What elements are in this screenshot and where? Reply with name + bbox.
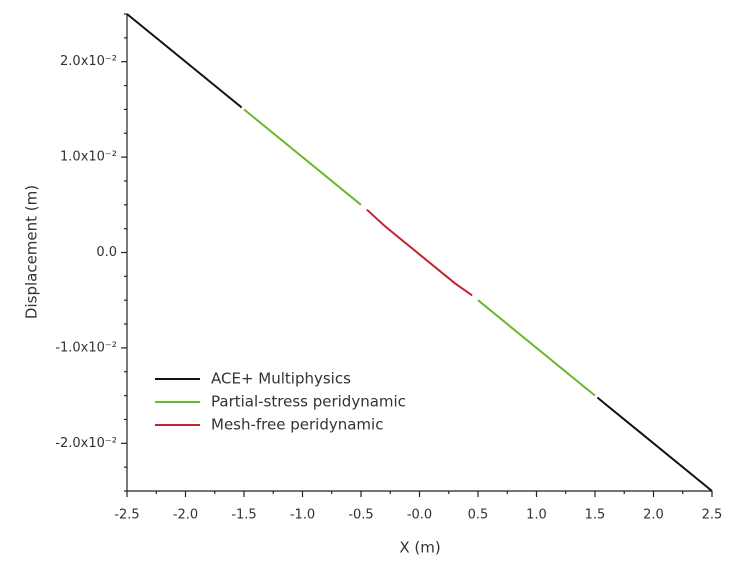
y-tick-label: -1.0x10⁻² (55, 340, 117, 355)
y-tick-label: -2.0x10⁻² (55, 436, 117, 451)
legend-label: ACE+ Multiphysics (211, 370, 351, 388)
x-tick-label: -1.5 (231, 508, 256, 523)
legend-label: Mesh-free peridynamic (211, 416, 383, 434)
y-tick-label: 1.0x10⁻² (60, 150, 117, 165)
x-tick-label: -2.0 (173, 508, 198, 523)
x-tick-label: 1.5 (585, 508, 606, 523)
x-tick-label: 1.0 (526, 508, 547, 523)
x-axis-label: X (m) (399, 539, 440, 557)
x-tick-label: 2.5 (702, 508, 723, 523)
legend-label: Partial-stress peridynamic (211, 393, 406, 411)
x-tick-label: -1.0 (290, 508, 315, 523)
y-tick-label: 2.0x10⁻² (60, 54, 117, 69)
x-tick-label: -2.5 (114, 508, 139, 523)
x-tick-label: 2.0 (643, 508, 664, 523)
series-line (126, 13, 713, 492)
y-tick-label: 0.0 (96, 245, 117, 260)
x-tick-label: 0.5 (468, 508, 489, 523)
x-tick-label: -0.0 (407, 508, 432, 523)
series-line (366, 208, 473, 297)
series-line (243, 108, 596, 397)
x-tick-label: -0.5 (348, 508, 373, 523)
y-axis-label: Displacement (m) (23, 185, 41, 319)
